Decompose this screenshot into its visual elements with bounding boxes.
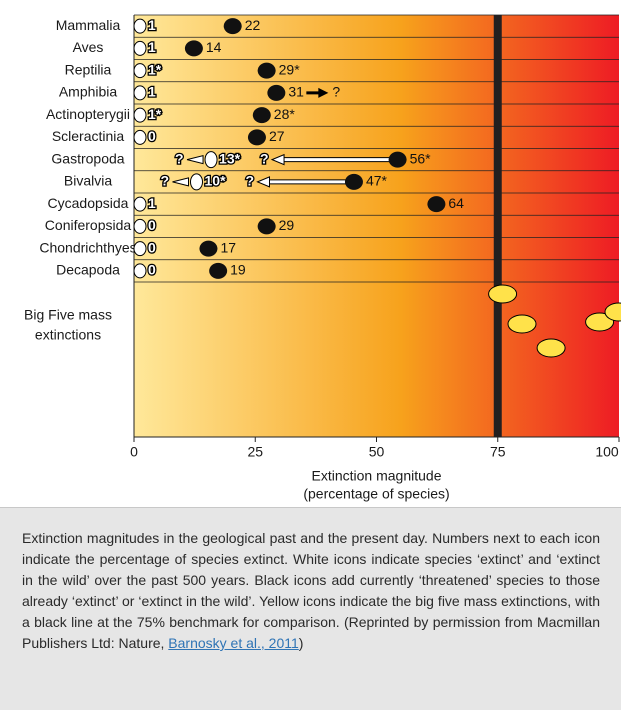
plot-background [134,15,619,437]
threatened-value: 64 [448,195,464,211]
x-tick-label: 75 [490,444,506,460]
row-label-coniferopsida: Coniferopsida [45,217,132,233]
threatened-icon [209,262,228,279]
threatened-icon [223,18,242,35]
threatened-value: 47* [366,173,388,189]
caption-body: Extinction magnitudes in the geological … [22,530,600,651]
extinct-value: 1 [148,84,156,100]
extinct-value: 1* [148,106,162,122]
row-label-cycadopsida: Cycadopsida [48,195,129,211]
x-tick-label: 0 [130,444,138,460]
extinct-icon [204,151,218,169]
benchmark-line [493,15,502,437]
extinct-value: 0 [148,239,156,255]
x-axis-subtitle: (percentage of species) [303,486,449,502]
row-label-bivalvia: Bivalvia [64,173,112,189]
extinction-chart: 0 25 50 75 100 Extinction magnitude (percentag… [24,14,621,502]
extinct-icon [133,18,147,34]
extinct-value: 0 [148,217,156,233]
caption-text: Extinction magnitudes in the geological … [22,528,600,654]
big-five-label-2: extinctions [35,327,101,343]
threatened-value: 29 [279,217,295,233]
mass-extinction-icon [488,284,518,304]
row-label-actinopterygii: Actinopterygii [46,106,130,122]
threatened-value: 14 [206,39,222,55]
big-five-label: Big Five mass [24,307,112,323]
row-label-gastropoda: Gastropoda [51,150,124,166]
threatened-icon [247,129,266,146]
arrow-head [256,176,270,188]
x-axis-title: Extinction magnitude [312,468,442,484]
citation-link[interactable]: Barnosky et al., 2011 [168,635,299,651]
threatened-value: 29* [279,61,301,77]
extinct-icon [133,107,147,123]
threatened-icon [257,62,276,79]
threatened-value: 22 [245,17,261,33]
extinct-value: 10* [205,173,227,189]
threatened-value: 31 [288,84,304,100]
threatened-icon [344,173,363,190]
extinct-value: 1 [148,39,156,55]
row-label-chondrichthyes: Chondrichthyes [39,239,136,255]
x-tick-label: 25 [247,444,263,460]
threatened-value: 27 [269,128,285,144]
threatened-icon [184,40,203,57]
row-label-reptilia: Reptilia [65,61,112,77]
extinct-value: 13* [219,150,241,166]
row-label-aves: Aves [73,39,104,55]
threatened-value: 28* [274,106,296,122]
extinct-value: 0 [148,262,156,278]
arrow-left [186,154,204,165]
threatened-value: 19 [230,262,246,278]
mass-extinction-icon [536,338,566,358]
extinct-value: 1* [148,61,162,77]
row-label-decapoda: Decapoda [56,262,120,278]
arrow-head [270,153,285,166]
uncertain-mark: ? [246,173,255,189]
x-tick-label: 100 [595,444,619,460]
mass-extinction-icon [585,312,615,332]
arrow-right-head [318,87,329,98]
extinct-icon [133,129,147,145]
threatened-icon [427,196,446,213]
extinct-icon [133,241,147,257]
mass-extinction-icon [604,302,621,322]
row-label-scleractinia: Scleractinia [52,128,125,144]
threatened-icon [252,107,271,124]
extinct-value: 1 [148,195,156,211]
mass-extinction-icon [507,314,537,334]
extinct-icon [133,63,147,79]
threatened-icon [257,218,276,235]
extinct-icon [133,218,147,234]
arrow-left [172,177,189,187]
extinct-icon [190,173,203,191]
uncertain-mark: ? [161,173,170,189]
extinct-value: 1 [148,17,156,33]
x-tick-label: 50 [369,444,385,460]
threatened-value: 17 [220,239,236,255]
extinct-value: 0 [148,128,156,144]
unknown-suffix: ? [332,84,340,100]
extinct-icon [133,40,147,56]
threatened-value: 56* [410,150,432,166]
uncertain-mark: ? [260,150,269,166]
caption-close: ) [298,635,304,651]
uncertain-mark: ? [175,150,184,166]
threatened-icon [267,84,286,101]
row-label-mammalia: Mammalia [56,17,121,33]
row-label-amphibia: Amphibia [59,84,118,100]
extinct-icon [133,85,147,101]
extinct-icon [133,263,147,279]
figure-caption: Extinction magnitudes in the geological … [0,507,621,710]
threatened-icon [388,151,407,168]
threatened-icon [199,240,218,257]
extinct-icon [133,196,147,212]
